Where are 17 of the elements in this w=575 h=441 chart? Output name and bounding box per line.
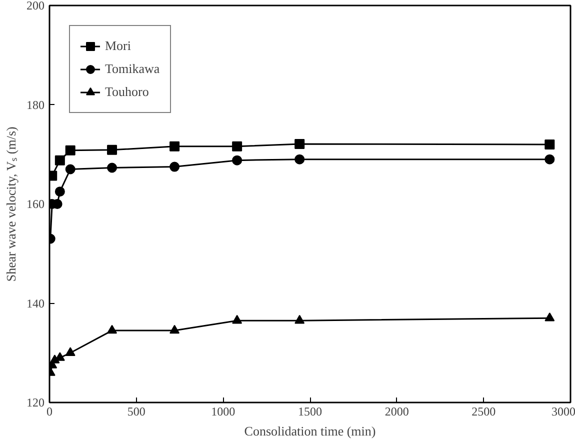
y-tick-label: 140 — [26, 296, 44, 310]
y-tick-label: 180 — [26, 98, 44, 112]
x-tick-label: 1000 — [211, 404, 236, 418]
legend-label: Mori — [105, 38, 131, 54]
y-tick-label: 120 — [26, 396, 44, 410]
legend-label: Touhoro — [105, 84, 149, 100]
x-tick-label: 500 — [127, 404, 146, 418]
x-axis-title: Consolidation time (min) — [244, 424, 376, 438]
x-tick-label: 2000 — [384, 404, 409, 418]
legend-label: Tomikawa — [105, 61, 160, 77]
x-tick-label: 2500 — [472, 404, 496, 418]
x-tick-label: 3000 — [552, 404, 575, 418]
x-tick-label: 1500 — [298, 404, 322, 418]
x-tick-label: 0 — [46, 404, 52, 418]
y-axis-title: Shear wave velocity, Vₛ (m/s) — [4, 126, 18, 282]
y-tick-label: 160 — [26, 197, 44, 211]
y-tick-label: 200 — [26, 0, 44, 12]
